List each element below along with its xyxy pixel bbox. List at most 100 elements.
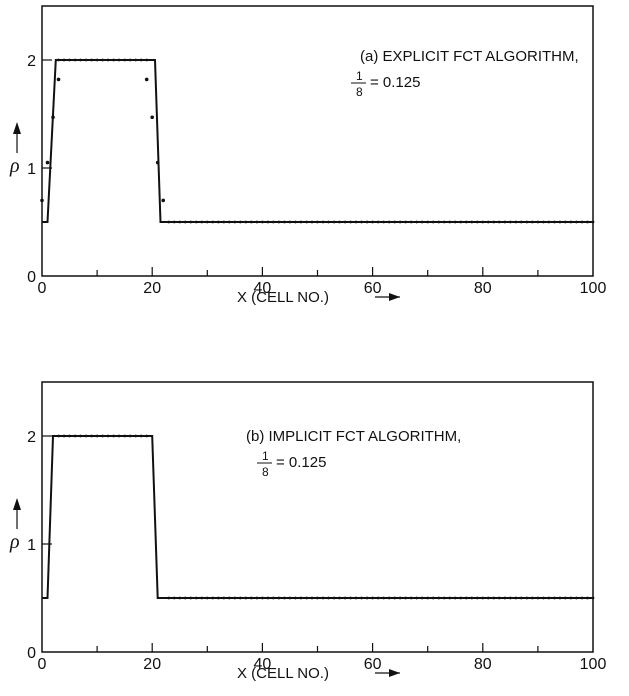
panel-b-cell-marker (415, 596, 419, 600)
panel-a-cell-marker (547, 220, 551, 224)
panel-b-cell-marker (536, 596, 540, 600)
panel-a-cell-marker (354, 220, 358, 224)
panel-a-cell-marker (183, 220, 187, 224)
panel-a-cell-marker (134, 58, 138, 62)
panel-b-cell-marker (580, 596, 584, 600)
panel-b-cell-marker (426, 596, 430, 600)
panel-a-data-point (161, 198, 166, 203)
panel-b-cell-marker (404, 596, 408, 600)
panel-b-cell-marker (216, 596, 220, 600)
panel-b-cell-marker (442, 596, 446, 600)
panel-b-cell-marker (492, 596, 496, 600)
panel-a-cell-marker (553, 220, 556, 224)
panel-b-cell-marker (272, 596, 275, 600)
panel-a-data-point (51, 115, 55, 120)
panel-a-cell-marker (376, 220, 380, 224)
panel-b-cell-marker (586, 596, 589, 600)
panel-a-cell-marker (117, 58, 121, 62)
panel-b-cell-marker (73, 434, 77, 438)
panel-a-cell-marker (431, 220, 435, 224)
panel-a-cell-marker (200, 220, 204, 224)
panel-b-cell-marker (470, 596, 474, 600)
panel-a-cell-marker (305, 220, 308, 224)
panel-b-cell-marker (106, 434, 110, 438)
panel-a-cell-marker (266, 220, 270, 224)
panel-a-cell-marker (106, 58, 110, 62)
panel-a-cell-marker (442, 220, 446, 224)
panel-b-cell-marker (205, 596, 209, 600)
panel-a-cell-marker (139, 58, 143, 62)
panel-b-cell-marker (409, 596, 413, 600)
panel-a-frac-den: 8 (356, 85, 363, 99)
panel-b-cell-marker (338, 596, 341, 600)
panel-b-cell-marker (525, 596, 529, 600)
panel-a-cell-marker (255, 220, 259, 224)
panel-b-fraction: 1 8 = 0.125 (257, 449, 326, 479)
panel-a-cell-marker (79, 58, 82, 62)
panel-b-cell-marker (453, 596, 457, 600)
panel-b-cell-marker (497, 596, 501, 600)
panel-b-cell-marker (310, 596, 314, 600)
panel-b-cell-marker (261, 596, 264, 600)
panel-b-cell-marker (134, 434, 138, 438)
panel-b-frame (41, 381, 594, 653)
panel-b-cell-marker (294, 596, 297, 600)
panel-a-cell-marker (497, 220, 501, 224)
panel-a-frame (41, 5, 594, 277)
panel-b-ylabel-arrow (13, 498, 21, 529)
panel-a-cell-marker (564, 220, 567, 224)
panel-a-cell-marker (294, 220, 297, 224)
panel-b-cell-marker (448, 596, 452, 600)
panel-a-cell-marker (222, 220, 226, 224)
panel-a-cell-marker (464, 220, 468, 224)
panel-b-cell-marker (437, 596, 441, 600)
panel-b-annotation: (b) IMPLICIT FCT ALGORITHM, (246, 428, 461, 445)
panel-b-cell-marker (249, 596, 253, 600)
panel-b-cell-marker (332, 596, 336, 600)
panel-a-cell-marker (338, 220, 341, 224)
panel-a-series (40, 58, 595, 224)
panel-a: 0 20 40 60 80 100 0 1 2 (a) EXPLICIT FCT ALGORIT… (9, 5, 607, 306)
panel-b-cell-marker (112, 434, 116, 438)
panel-a-cell-marker (569, 220, 573, 224)
panel-a-cell-marker (586, 220, 589, 224)
panel-a-cell-marker (475, 220, 479, 224)
panel-a-cell-marker (101, 58, 105, 62)
panel-a-cell-marker (387, 220, 391, 224)
panel-a-xlabel-arrow (375, 293, 400, 301)
panel-a-cell-marker (382, 220, 386, 224)
panel-a-x-tick-label: 100 (580, 280, 607, 297)
panel-a-cell-marker (525, 220, 529, 224)
panel-b-cell-marker (222, 596, 226, 600)
panel-b-annotation-value: = 0.125 (276, 454, 326, 471)
panel-b-cell-marker (387, 596, 391, 600)
panel-b-cell-marker (68, 434, 71, 438)
panel-a-cell-marker (536, 220, 540, 224)
panel-a-cell-marker (514, 220, 518, 224)
panel-b-cell-marker (227, 596, 231, 600)
panel-b-cell-marker (503, 596, 507, 600)
panel-a-cell-marker (95, 58, 99, 62)
panel-a-cell-marker (216, 220, 220, 224)
panel-a-cell-marker (238, 220, 242, 224)
panel-a-cell-marker (112, 58, 116, 62)
panel-b-cell-marker (547, 596, 551, 600)
panel-a-y-tick-label: 1 (27, 161, 36, 178)
panel-a-data-point (45, 160, 50, 165)
panel-b-x-tick-label: 20 (143, 656, 161, 673)
panel-b-x-tick-label: 60 (364, 656, 382, 673)
panel-a-x-tick-label: 20 (143, 280, 161, 297)
panel-a-cell-marker (62, 58, 66, 62)
panel-b-cell-marker (349, 596, 352, 600)
panel-a-ticks (42, 59, 539, 276)
panel-a-cell-marker (211, 220, 215, 224)
panel-b-cell-marker (530, 596, 534, 600)
panel-a-cell-marker (426, 220, 430, 224)
panel-b-cell-marker (393, 596, 397, 600)
panel-b-cell-marker (128, 434, 132, 438)
panel-b-series (42, 434, 595, 600)
panel-a-cell-marker (404, 220, 408, 224)
panel-a-cell-marker (57, 58, 60, 62)
panel-a-xlabel: X (CELL NO.) (237, 289, 329, 306)
